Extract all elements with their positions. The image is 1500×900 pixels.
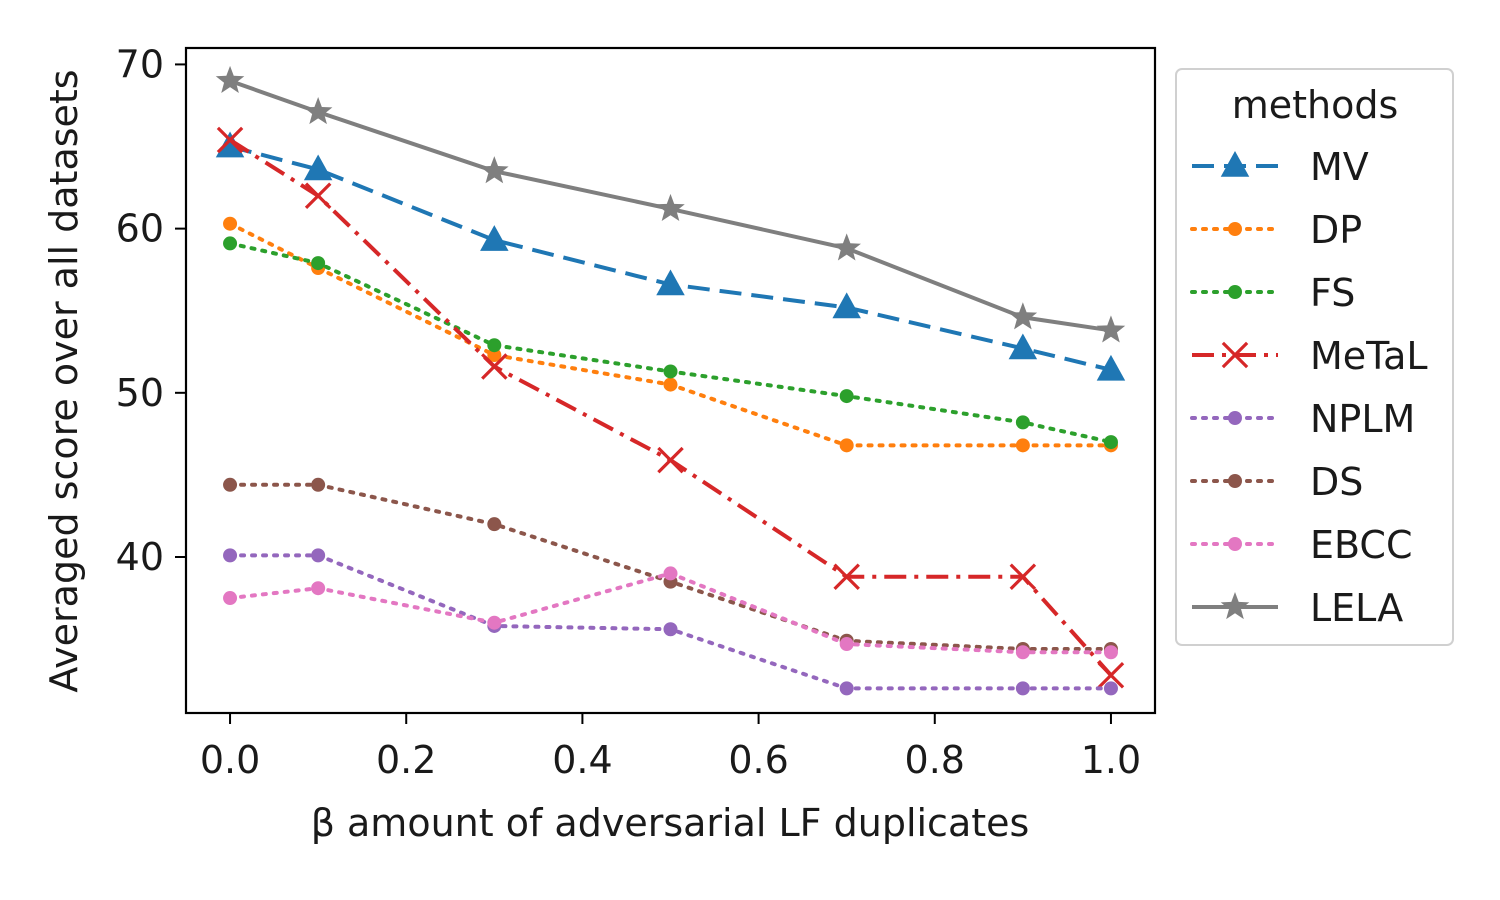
x-tick-label: 0.2: [376, 738, 436, 782]
legend-marker-ebcc: [1228, 537, 1242, 551]
data-point-metal: [1097, 661, 1125, 689]
y-axis-title: Averaged score over all datasets: [42, 69, 86, 692]
legend-entry-ds: DS: [1190, 460, 1363, 504]
legend-marker-metal: [1221, 341, 1249, 369]
data-point-ds: [487, 517, 502, 532]
series-ebcc: [223, 566, 1118, 660]
legend: methods MV DP FS MeTaL NPLM DS EBCC LELA: [1175, 68, 1454, 646]
legend-label-fs: FS: [1310, 271, 1355, 315]
legend-items: MV DP FS MeTaL NPLM DS EBCC LELA: [1190, 145, 1428, 630]
legend-marker-fs: [1228, 285, 1242, 299]
series-metal: [216, 126, 1125, 689]
data-point-ebcc: [1015, 645, 1030, 660]
data-point-mv: [215, 131, 245, 158]
legend-label-dp: DP: [1310, 208, 1362, 252]
legend-label-metal: MeTaL: [1310, 334, 1428, 378]
data-point-fs: [839, 389, 854, 404]
legend-box: [1175, 68, 1454, 646]
data-point-dp: [663, 377, 678, 392]
series-layer: [215, 65, 1126, 696]
data-point-metal: [833, 563, 860, 590]
data-point-nplm: [1015, 681, 1030, 696]
legend-entry-nplm: NPLM: [1190, 397, 1415, 441]
legend-entry-fs: FS: [1190, 271, 1355, 315]
axes-layer: 0.0 0.2 0.4 0.6 0.8 1.0 40 50 60 70: [116, 42, 1142, 782]
legend-marker-nplm: [1228, 411, 1242, 425]
legend-marker-dp: [1228, 222, 1242, 236]
data-point-ds: [223, 477, 238, 492]
plot-frame: [184, 46, 1157, 715]
data-point-metal: [1009, 563, 1037, 590]
data-point-nplm: [223, 548, 238, 563]
y-tick-label: 60: [116, 207, 164, 251]
x-tick-label: 1.0: [1081, 738, 1141, 782]
data-point-fs: [663, 364, 678, 379]
data-point-mv: [303, 154, 333, 181]
x-tick-label: 0.0: [200, 738, 260, 782]
data-point-lela: [480, 156, 509, 184]
data-point-nplm: [311, 548, 326, 563]
data-point-mv: [832, 292, 861, 319]
data-point-metal: [481, 353, 508, 380]
data-point-lela: [1008, 302, 1038, 330]
y-tick-label: 70: [116, 42, 164, 86]
y-tick-label: 50: [116, 371, 164, 415]
legend-label-lela: LELA: [1310, 586, 1403, 630]
data-point-nplm: [839, 681, 854, 696]
legend-entry-mv: MV: [1192, 145, 1369, 189]
data-point-dp: [223, 216, 238, 231]
legend-marker-ds: [1228, 474, 1242, 488]
data-point-dp: [1015, 438, 1030, 453]
data-point-lela: [303, 97, 333, 125]
legend-marker-mv: [1220, 151, 1250, 177]
data-point-nplm: [663, 622, 678, 637]
data-point-fs: [1015, 415, 1030, 430]
x-tick-label: 0.4: [552, 738, 612, 782]
data-point-metal: [304, 182, 332, 210]
data-point-ebcc: [311, 581, 326, 596]
data-point-ebcc: [223, 591, 238, 606]
data-point-mv: [656, 269, 685, 296]
legend-entry-metal: MeTaL: [1192, 334, 1428, 378]
series-lela: [215, 65, 1126, 343]
data-point-ebcc: [487, 615, 502, 630]
data-point-dp: [487, 348, 502, 363]
data-point-lela: [215, 65, 245, 93]
data-point-fs: [487, 338, 502, 353]
legend-title: methods: [1232, 83, 1399, 127]
data-point-metal: [216, 126, 244, 154]
legend-entry-dp: DP: [1190, 208, 1362, 252]
legend-marker-lela: [1220, 592, 1250, 620]
data-point-mv: [1008, 333, 1038, 360]
series-fs: [223, 236, 1118, 450]
data-point-lela: [656, 193, 685, 222]
data-point-dp: [839, 438, 854, 453]
data-point-ebcc: [663, 566, 678, 581]
legend-label-ds: DS: [1310, 460, 1363, 504]
legend-entry-lela: LELA: [1192, 586, 1403, 630]
data-point-mv: [480, 225, 509, 251]
x-axis-title: β amount of adversarial LF duplicates: [311, 801, 1030, 845]
data-point-fs: [311, 256, 326, 271]
data-point-lela: [832, 233, 861, 261]
data-point-fs: [1103, 435, 1118, 450]
legend-entry-ebcc: EBCC: [1190, 523, 1412, 567]
x-tick-label: 0.8: [905, 738, 965, 782]
data-point-mv: [1096, 354, 1126, 381]
legend-label-mv: MV: [1310, 145, 1369, 189]
data-point-nplm: [1103, 681, 1118, 696]
data-point-ebcc: [1103, 645, 1118, 660]
series-mv: [215, 131, 1126, 381]
data-point-lela: [1096, 315, 1126, 343]
y-tick-label: 40: [116, 535, 164, 579]
legend-label-ebcc: EBCC: [1310, 523, 1412, 567]
x-tick-label: 0.6: [728, 738, 788, 782]
data-point-fs: [223, 236, 238, 251]
data-point-ebcc: [839, 637, 854, 652]
data-point-metal: [657, 446, 684, 474]
data-point-ds: [311, 477, 326, 492]
legend-label-nplm: NPLM: [1310, 397, 1415, 441]
